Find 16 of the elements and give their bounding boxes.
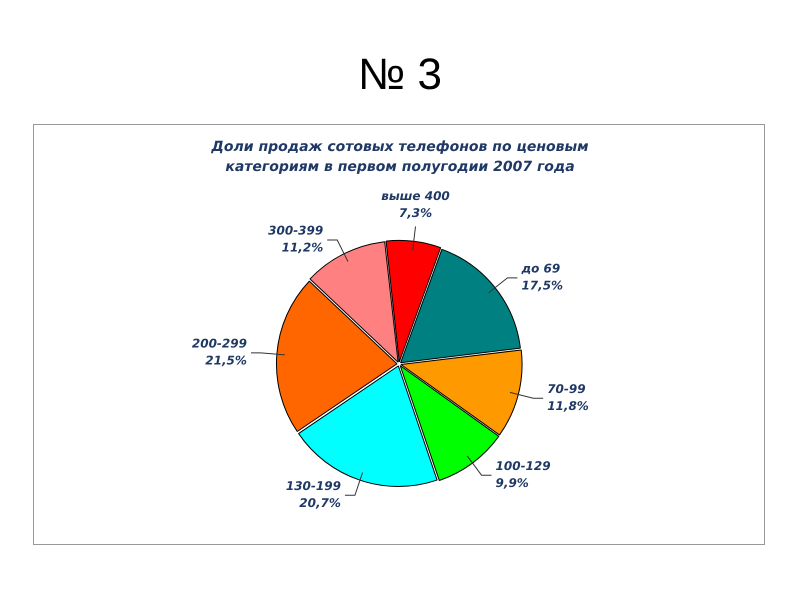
- slice-label: 300-399: [268, 224, 324, 238]
- data-label: 11,2%: [282, 240, 324, 255]
- slice-label: 70-99: [547, 382, 586, 396]
- data-label: 7,3%: [398, 206, 432, 220]
- data-label: 21,5%: [205, 354, 247, 368]
- slice-label: 130-199: [286, 478, 341, 493]
- text: № 3: [357, 50, 443, 100]
- slice-label: 200-299: [192, 336, 247, 351]
- slice-label: до 69: [520, 261, 560, 276]
- data-label: 17,5%: [521, 278, 564, 292]
- slice-label: выше 400: [381, 189, 450, 204]
- data-label: 11,8%: [547, 398, 589, 413]
- data-label: 20,7%: [299, 496, 341, 510]
- slice-label: 100-129: [496, 458, 551, 473]
- data-label: 9,9%: [496, 476, 529, 490]
- chart-title: Доли продаж сотовых телефонов по ценовым категориям в первом полугодии 2007 года: [210, 138, 590, 177]
